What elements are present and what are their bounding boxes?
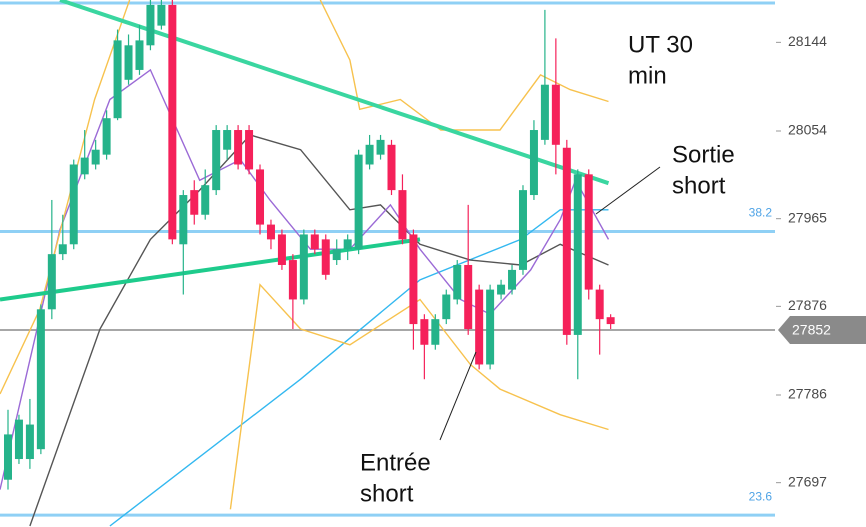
candle-body [551, 84, 560, 145]
candle-body [365, 144, 374, 165]
indicator-line [229, 283, 609, 510]
candle-body [135, 40, 144, 70]
candle-body [3, 434, 12, 480]
y-axis: 38.2 23.6 28144 28054 27965 27876 27786 27697 27… [749, 0, 866, 527]
candle-body [595, 289, 604, 320]
candle-body [464, 264, 473, 330]
candle-body [354, 154, 363, 250]
indicator-line [0, 0, 609, 395]
candle-body [486, 289, 495, 365]
candle-body [420, 319, 429, 345]
candle-body [266, 224, 275, 240]
candle-body [442, 294, 451, 320]
candle-body [321, 239, 330, 275]
candle-body [562, 147, 571, 335]
candle-body [25, 424, 34, 460]
annotation-pointer [439, 351, 477, 441]
annotation-text: UT 30 [628, 31, 693, 58]
price-tag-label: 27852 [792, 322, 831, 338]
candle-body [124, 45, 133, 80]
candle-body [453, 264, 462, 300]
candle-body [58, 244, 67, 255]
fib-level-label: 38.2 [749, 206, 773, 220]
candle-body [36, 309, 45, 450]
annotation-text: Sortie [672, 141, 735, 168]
annotation-text: Entrée [360, 449, 431, 476]
candle-body [223, 130, 232, 150]
y-tick-label: 27876 [788, 297, 827, 313]
candle-body [102, 118, 111, 155]
candle-body [310, 234, 319, 250]
y-tick-label: 27965 [788, 209, 827, 225]
candle-body [14, 419, 23, 460]
candle-body [277, 234, 286, 265]
candle-body [431, 319, 440, 345]
candle-body [47, 254, 56, 310]
candle-body [343, 239, 352, 250]
y-tick-label: 28054 [788, 122, 827, 138]
candle-body [529, 130, 538, 196]
candle-body [179, 195, 188, 245]
candle-body [518, 190, 527, 270]
candle-body [190, 190, 199, 215]
candle-body [201, 185, 210, 215]
candle-body [256, 169, 265, 225]
candle-body [212, 130, 221, 191]
y-tick-label: 27697 [788, 473, 827, 489]
candle-body [146, 4, 155, 46]
annotations: UT 30 min Sortie short Entrée short [360, 31, 735, 507]
candle-body [69, 164, 78, 245]
candle-body [157, 4, 166, 26]
annotation-pointer [595, 166, 661, 215]
candle-body [497, 284, 506, 295]
candle-body [168, 4, 177, 240]
annotation-text: min [628, 62, 667, 89]
y-tick-label: 27786 [788, 386, 827, 402]
candle-body [332, 249, 341, 261]
candle-body [606, 317, 615, 325]
candle-body [234, 130, 243, 165]
candle-body [245, 130, 254, 170]
candle-body [376, 139, 385, 155]
candle-body [475, 289, 484, 365]
fib-level-label: 23.6 [749, 489, 773, 503]
axis-background [776, 0, 866, 527]
candle-body [288, 260, 297, 300]
plot-area [3, 0, 615, 490]
candle-body [573, 174, 582, 335]
candle-body [387, 144, 396, 191]
candle-body [540, 84, 549, 140]
candle-body [508, 269, 517, 290]
annotation-text: short [360, 480, 414, 507]
candle-body [398, 190, 407, 240]
candle-body [91, 149, 100, 165]
y-tick-label: 28144 [788, 33, 827, 49]
annotation-text: short [672, 172, 726, 199]
candle-body [113, 40, 122, 119]
candle-body [584, 174, 593, 290]
grid [0, 0, 775, 527]
candle-body [409, 234, 418, 325]
candle-body [299, 234, 308, 300]
indicator-line [0, 237, 421, 302]
candle-body [80, 157, 89, 175]
price-tag [778, 315, 866, 344]
